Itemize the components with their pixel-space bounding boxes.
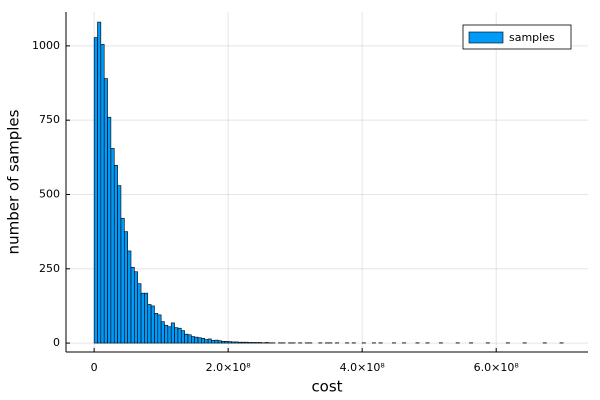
bar (120, 217, 125, 344)
bar (197, 337, 202, 344)
bar (224, 341, 229, 344)
bar (234, 341, 239, 344)
bar (231, 341, 236, 344)
bar (110, 148, 115, 344)
bar (251, 342, 256, 344)
bar (204, 339, 209, 344)
bar (127, 250, 132, 344)
x-axis-label: cost (311, 378, 342, 396)
bar (113, 165, 118, 344)
bar (184, 333, 189, 344)
bar (180, 330, 185, 344)
bar (247, 342, 252, 344)
bar (221, 341, 226, 344)
x-tick-label: 6.0×10⁸ (474, 361, 520, 374)
bar (93, 37, 98, 344)
bar (207, 338, 212, 344)
bar (134, 271, 138, 344)
bar (147, 304, 152, 344)
bar (137, 283, 142, 344)
bar (150, 305, 155, 344)
x-tick-label: 2.0×10⁸ (206, 361, 252, 374)
bar (217, 340, 222, 344)
bar (177, 327, 182, 344)
bar (264, 342, 269, 344)
legend-label: samples (509, 31, 555, 44)
x-tick-label: 0 (91, 361, 98, 374)
bar (140, 292, 145, 344)
bar (123, 231, 128, 344)
y-tick-label: 750 (39, 113, 60, 126)
bar (241, 341, 246, 344)
legend-swatch (468, 31, 504, 44)
bar (130, 266, 135, 344)
bar (174, 327, 179, 344)
bar (237, 341, 242, 344)
bar (117, 185, 122, 344)
bar (194, 336, 199, 344)
y-tick-label: 250 (39, 262, 60, 275)
y-tick-label: 1000 (32, 39, 60, 52)
y-tick-label: 500 (39, 187, 60, 200)
bar (258, 342, 262, 344)
bar (107, 116, 112, 344)
bar (170, 322, 175, 344)
y-tick-label: 0 (53, 336, 60, 349)
y-axis-label: number of samples (5, 109, 23, 254)
x-tick-label: 4.0×10⁸ (340, 361, 386, 374)
bar (244, 341, 249, 344)
bar (227, 341, 232, 344)
bar (201, 338, 206, 344)
bar (167, 326, 172, 344)
bar (254, 342, 259, 344)
bar (160, 321, 165, 344)
bar (154, 313, 159, 344)
bar (187, 334, 192, 344)
bar (191, 336, 195, 344)
bar (144, 292, 149, 344)
bar (103, 78, 108, 344)
bar (97, 21, 102, 344)
bar (157, 314, 162, 344)
bar (214, 339, 219, 344)
bar (100, 44, 105, 344)
bar (164, 324, 169, 344)
bar (211, 340, 216, 344)
